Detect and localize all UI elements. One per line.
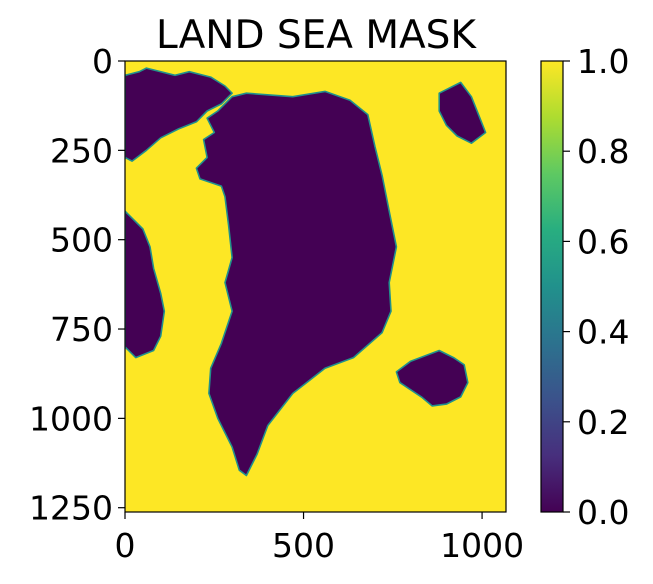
colorbar-tick-label: 1.0 xyxy=(577,42,629,81)
colorbar-tick-label: 0.4 xyxy=(577,313,629,352)
y-tick-label: 250 xyxy=(50,131,113,170)
land-region-greenland xyxy=(195,90,398,477)
y-tick-label: 750 xyxy=(50,310,113,349)
land-region-iceland xyxy=(395,349,469,407)
x-tick-label: 1000 xyxy=(440,526,524,565)
y-tick-label: 1000 xyxy=(29,399,113,438)
land-region-ellesmere xyxy=(125,67,233,162)
x-tick-label: 500 xyxy=(272,526,335,565)
colorbar-tick-label: 0.0 xyxy=(577,493,629,532)
colorbar-tick-label: 0.6 xyxy=(577,222,629,261)
plot-frame xyxy=(124,60,507,513)
colorbar-tick-label: 0.8 xyxy=(577,132,629,171)
x-axis: 0 500 1000 xyxy=(115,512,524,565)
y-tick-label: 500 xyxy=(50,221,113,260)
colorbar-gradient xyxy=(540,60,564,513)
land-layer xyxy=(125,67,487,477)
y-axis: 0 250 500 750 1000 1250 xyxy=(29,42,125,528)
chart-title: LAND SEA MASK xyxy=(156,13,477,58)
colorbar: 0.0 0.2 0.4 0.6 0.8 1.0 xyxy=(540,42,629,532)
colorbar-ticks: 0.0 0.2 0.4 0.6 0.8 1.0 xyxy=(563,42,629,532)
colorbar-tick-label: 0.2 xyxy=(577,403,629,442)
land-region-baffin xyxy=(125,210,166,359)
y-tick-label: 1250 xyxy=(29,489,113,528)
plot-area xyxy=(124,60,507,513)
land-region-svalbard xyxy=(438,81,487,144)
x-tick-label: 0 xyxy=(115,526,136,565)
y-tick-label: 0 xyxy=(92,42,113,81)
